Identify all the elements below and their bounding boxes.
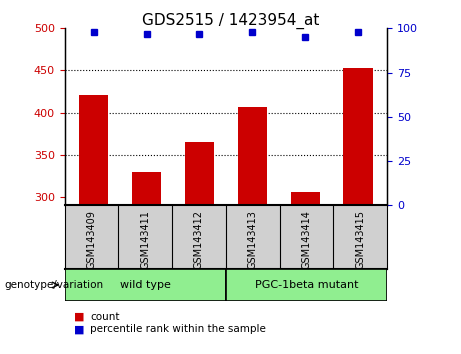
Bar: [343, 68, 372, 205]
Text: GSM143412: GSM143412: [194, 210, 204, 269]
Bar: [79, 95, 108, 205]
Bar: [132, 172, 161, 205]
Text: GSM143413: GSM143413: [248, 210, 258, 269]
Bar: [238, 107, 267, 205]
Text: genotype/variation: genotype/variation: [5, 280, 104, 290]
Text: percentile rank within the sample: percentile rank within the sample: [90, 324, 266, 334]
Text: GSM143414: GSM143414: [301, 210, 312, 269]
Bar: [290, 192, 320, 205]
Text: GSM143411: GSM143411: [140, 210, 150, 269]
Text: ■: ■: [74, 312, 84, 322]
Text: count: count: [90, 312, 119, 322]
FancyBboxPatch shape: [65, 269, 226, 301]
Text: wild type: wild type: [120, 280, 171, 290]
Text: GSM143415: GSM143415: [355, 210, 366, 269]
Text: ■: ■: [74, 324, 84, 334]
Bar: [185, 142, 214, 205]
FancyBboxPatch shape: [226, 269, 387, 301]
Text: GDS2515 / 1423954_at: GDS2515 / 1423954_at: [142, 12, 319, 29]
Text: PGC-1beta mutant: PGC-1beta mutant: [255, 280, 358, 290]
Text: GSM143409: GSM143409: [86, 210, 96, 269]
